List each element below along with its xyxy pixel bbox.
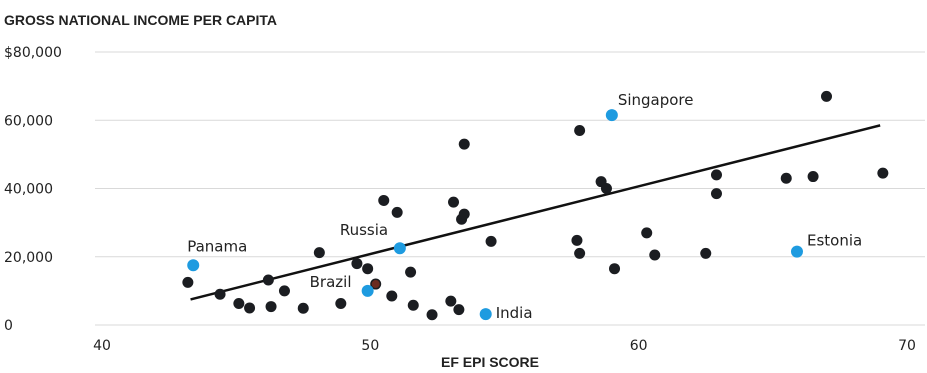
data-point [600,183,612,194]
data-point [386,290,398,302]
data-point [407,299,419,311]
data-point [265,301,277,313]
data-point [877,167,889,179]
x-tick-label: 40 [93,338,111,354]
highlight-point-singapore [605,109,618,122]
gridlines [95,51,925,326]
data-point [233,298,245,310]
trend-line [190,124,881,301]
data-point [453,304,465,316]
highlight-point-brazil [361,284,374,297]
data-point [214,288,226,300]
y-tick-label: 60,000 [4,113,53,129]
data-point [351,258,363,270]
data-point [700,247,712,259]
y-tick-label: 40,000 [4,182,53,198]
data-point [571,234,583,246]
data-point [458,138,470,150]
data-point-overlap [371,280,380,289]
data-point [609,263,621,275]
data-point [574,124,586,136]
data-point [485,235,497,247]
highlight-point-panama [187,259,200,272]
data-point [262,274,274,286]
data-point [313,247,325,259]
data-point [641,227,653,239]
data-point [458,208,470,220]
chart-title: GROSS NATIONAL INCOME PER CAPITA [4,12,277,28]
data-point [405,266,417,278]
data-point [649,249,661,261]
data-point [297,302,309,314]
highlight-point-estonia [790,245,803,258]
highlighted-points: Panama Brazil Russia Singapore India Estonia [187,91,862,322]
data-point [807,171,819,183]
data-point [574,247,586,259]
y-tick-label: $80,000 [4,45,62,61]
data-point [378,194,390,206]
data-point [426,309,438,321]
point-label-panama: Panama [187,237,247,255]
x-axis-label: EF EPI SCORE [441,354,539,370]
y-axis-ticks: 0 20,000 40,000 60,000 $80,000 [4,45,62,334]
point-label-brazil: Brazil [310,273,352,291]
data-point [362,263,374,275]
y-tick-label: 0 [4,318,13,334]
y-tick-label: 20,000 [4,250,53,266]
point-label-russia: Russia [340,221,388,239]
data-point [278,285,290,297]
data-point [335,298,347,310]
point-label-singapore: Singapore [618,91,694,109]
x-tick-label: 60 [630,338,648,354]
data-point [391,206,403,218]
point-label-estonia: Estonia [807,232,862,250]
point-label-india: India [496,304,533,322]
highlight-point-india [479,308,492,321]
data-points [182,90,889,321]
data-point [780,172,792,184]
data-point [821,90,832,102]
x-tick-label: 70 [898,338,916,354]
x-tick-label: 50 [361,338,379,354]
data-point [710,169,722,181]
data-point [445,295,457,307]
data-point [244,302,256,314]
x-axis-ticks: 40 50 60 70 [93,338,916,354]
data-point [182,276,194,288]
highlight-point-russia [393,242,406,255]
data-point [448,196,460,208]
data-point [710,188,722,200]
